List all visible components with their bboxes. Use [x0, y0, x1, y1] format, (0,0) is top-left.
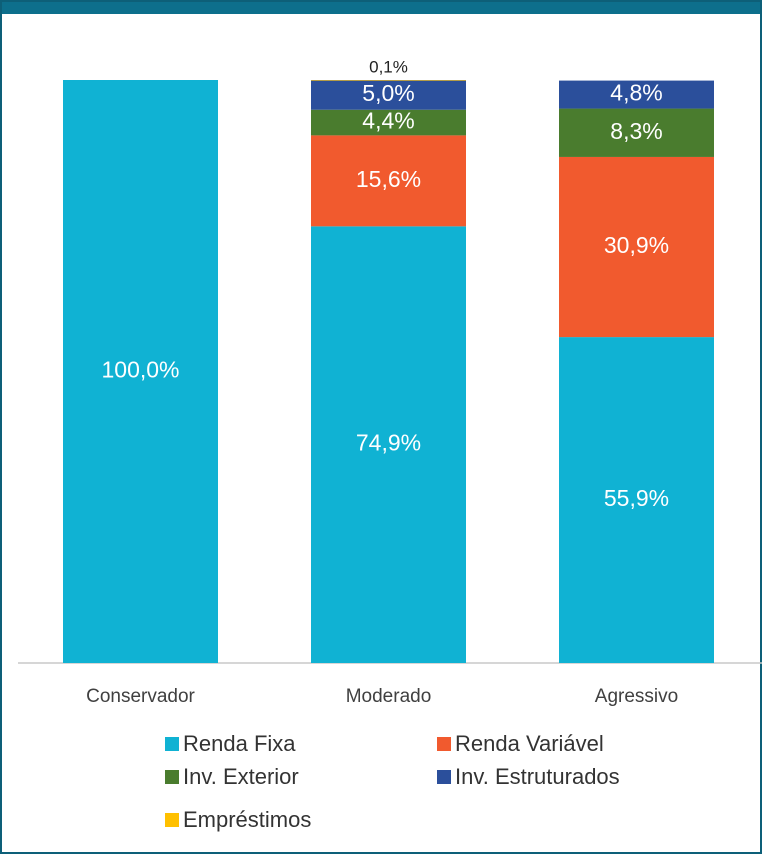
legend-label: Inv. Exterior — [183, 764, 299, 789]
top-band — [0, 0, 762, 14]
legend-swatch — [437, 737, 451, 751]
bar-segment — [559, 337, 714, 663]
bar-segment — [311, 226, 466, 663]
legend-label: Renda Fixa — [183, 731, 296, 756]
bar-segment — [63, 80, 218, 663]
bar-segment — [311, 80, 466, 81]
legend-swatch — [165, 770, 179, 784]
bar-segment — [311, 135, 466, 227]
data-label: 4,4% — [362, 108, 414, 134]
bar-segment — [559, 108, 714, 157]
data-label: 8,3% — [610, 118, 662, 144]
bar-segment — [559, 80, 714, 109]
data-label: 100,0% — [101, 357, 179, 383]
data-label: 74,9% — [356, 430, 421, 456]
data-label: 55,9% — [604, 485, 669, 511]
legend-swatch — [165, 737, 179, 751]
x-tick-label: Conservador — [86, 686, 195, 707]
data-label: 5,0% — [362, 80, 414, 106]
data-label: 30,9% — [604, 232, 669, 258]
data-label: 4,8% — [610, 80, 662, 106]
legend-label: Renda Variável — [455, 731, 604, 756]
legend-swatch — [437, 770, 451, 784]
legend-swatch — [165, 813, 179, 827]
data-label: 0,1% — [369, 57, 408, 76]
x-tick-label: Agressivo — [595, 686, 678, 707]
x-tick-label: Moderado — [346, 686, 432, 707]
data-label: 15,6% — [356, 166, 421, 192]
bar-segment — [559, 156, 714, 338]
bar-segment — [311, 80, 466, 110]
legend-label: Inv. Estruturados — [455, 764, 620, 789]
legend-label: Empréstimos — [183, 807, 311, 832]
bar-segment — [311, 109, 466, 136]
